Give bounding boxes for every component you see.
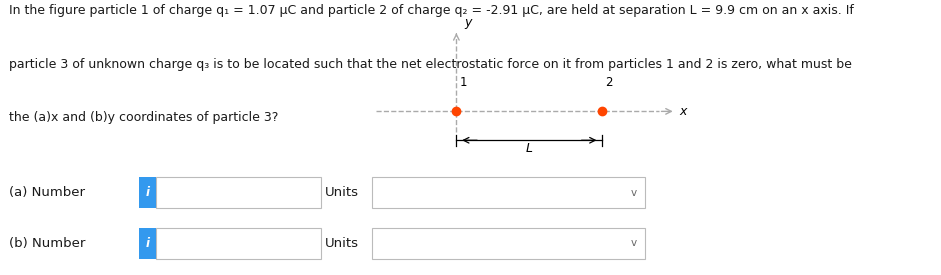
FancyBboxPatch shape — [139, 177, 156, 208]
Text: i: i — [146, 186, 150, 199]
Text: v: v — [630, 188, 636, 197]
Text: (a) Number: (a) Number — [9, 186, 86, 199]
Text: 2: 2 — [605, 76, 613, 89]
Text: 1: 1 — [459, 76, 467, 89]
Text: Units: Units — [325, 186, 359, 199]
FancyBboxPatch shape — [156, 228, 321, 259]
Text: Units: Units — [325, 237, 359, 250]
FancyBboxPatch shape — [372, 177, 645, 208]
Text: the (a)x and (b)y coordinates of particle 3?: the (a)x and (b)y coordinates of particl… — [9, 111, 279, 124]
FancyBboxPatch shape — [156, 177, 321, 208]
Text: y: y — [464, 16, 471, 29]
Text: i: i — [146, 237, 150, 250]
Text: v: v — [630, 238, 636, 248]
Text: L: L — [526, 142, 533, 155]
Text: x: x — [679, 105, 687, 118]
Text: In the figure particle 1 of charge q₁ = 1.07 μC and particle 2 of charge q₂ = -2: In the figure particle 1 of charge q₁ = … — [9, 4, 854, 17]
FancyBboxPatch shape — [139, 228, 156, 259]
Text: (b) Number: (b) Number — [9, 237, 86, 250]
FancyBboxPatch shape — [372, 228, 645, 259]
Text: particle 3 of unknown charge q₃ is to be located such that the net electrostatic: particle 3 of unknown charge q₃ is to be… — [9, 58, 853, 71]
